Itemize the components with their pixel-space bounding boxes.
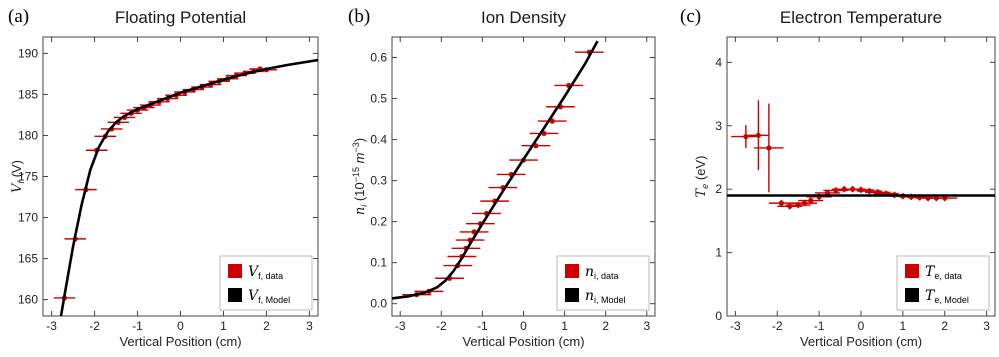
panel-label: (c) [680,6,701,27]
y-tick-label: 160 [18,293,38,307]
x-tick-label: 0 [858,319,865,333]
chart-title: Ion Density [481,8,567,27]
x-tick-label: -1 [814,319,825,333]
data-point [521,143,551,149]
x-axis-label: Vertical Position (cm) [462,334,584,349]
legend-swatch [565,264,579,278]
x-tick-label: -1 [132,319,143,333]
legend-swatch [565,288,579,302]
x-tick-label: 1 [900,319,907,333]
x-tick-label: 2 [602,319,609,333]
x-tick-label: 3 [983,319,990,333]
legend-swatch [905,288,919,302]
legend-entry: Te, Model [925,288,969,305]
x-tick-label: -3 [395,319,406,333]
data-point [731,125,761,148]
x-tick-label: -2 [436,319,447,333]
y-tick-label: 0.1 [370,256,387,270]
legend-entry: ni, data [585,264,619,281]
y-axis-label: Te (eV) [693,156,710,198]
legend: Te, data Te, Model [896,255,990,311]
x-tick-label: 2 [263,319,270,333]
x-axis-label: Vertical Position (cm) [119,334,241,349]
x-tick-label: -2 [772,319,783,333]
legend: ni, data ni, Model [556,255,650,311]
x-tick-label: 1 [220,319,227,333]
panel-label: (b) [348,6,370,27]
chart-panel-1: (a) Floating Potential -3 -2 -1 0 1 2 3 160 165 170… [8,6,319,349]
y-tick-label: 1 [715,246,722,260]
y-tick-label: 180 [18,128,38,142]
data-point [537,118,567,124]
y-tick-label: 3 [715,119,722,133]
y-axis-label: Vf (V) [9,160,26,193]
y-tick-label: 0 [715,309,722,323]
data-point [798,197,824,204]
y-tick-label: 185 [18,87,38,101]
data-point [529,130,559,137]
data-point [747,100,769,171]
data-point [459,229,489,235]
plot-area [53,58,318,316]
y-tick-label: 0.0 [370,297,387,311]
legend-entry: Vf, Model [248,288,290,305]
y-tick-label: 0.5 [370,92,387,106]
x-tick-label: 0 [177,319,184,333]
legend-swatch [228,264,242,278]
legend-swatch [228,288,242,302]
plot-area [392,40,604,300]
chart-panel-3: (c) Electron Temperature -3 -2 -1 0 1 2 3 0 1 2 3 4 Ve… [680,6,996,349]
x-axis-label: Vertical Position (cm) [800,334,922,349]
plot-area [727,100,995,210]
x-tick-label: -1 [477,319,488,333]
x-tick-label: 3 [643,319,650,333]
chart-title: Floating Potential [115,8,246,27]
x-tick-label: -3 [46,319,57,333]
x-tick-label: 2 [941,319,948,333]
x-tick-label: -2 [89,319,100,333]
y-tick-label: 170 [18,211,38,225]
legend-swatch [905,264,919,278]
chart-panel-2: (b) Ion Density -3 -2 -1 0 1 2 3 0.0 0.1 0.2 0.3 0.4 0… [348,6,656,349]
legend-entry: ni, Model [585,288,626,305]
x-tick-label: 1 [561,319,568,333]
data-point [754,103,784,193]
model-curve [392,40,599,300]
y-tick-label: 190 [18,46,38,60]
data-point [554,82,584,89]
y-tick-label: 0.2 [370,215,387,229]
y-axis-label: ni (10−15 m−3) [351,138,369,215]
x-tick-label: -3 [730,319,741,333]
model-curve [59,58,318,316]
y-tick-label: 0.4 [370,133,387,147]
y-tick-label: 4 [715,55,722,69]
panel-label: (a) [8,6,29,27]
x-tick-label: 0 [520,319,527,333]
y-tick-label: 165 [18,252,38,266]
y-tick-label: 175 [18,170,38,184]
legend: Vf, data Vf, Model [219,255,313,311]
x-tick-label: 3 [306,319,313,333]
y-tick-label: 0.6 [370,51,387,65]
y-tick-label: 2 [715,182,722,196]
legend-entry: Te, data [925,264,962,281]
data-point [791,199,818,207]
y-tick-label: 0.3 [370,174,387,188]
legend-entry: Vf, data [248,264,283,281]
chart-title: Electron Temperature [780,8,942,27]
